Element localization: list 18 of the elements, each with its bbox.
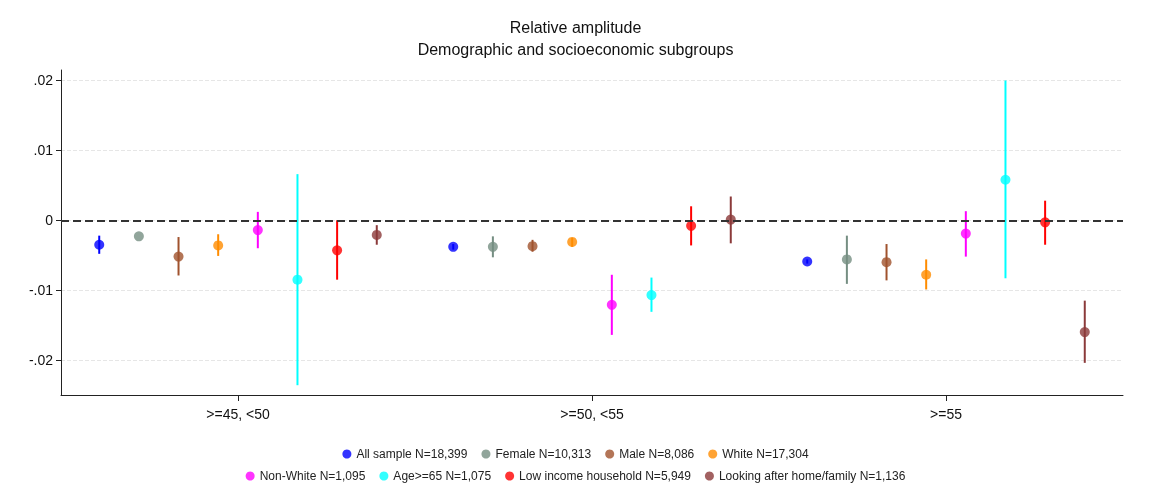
x-tick-label: >=55 [930,406,963,422]
y-tick-label: -.01 [28,282,54,299]
legend-label: Female N=10,313 [495,447,592,461]
legend-label: White N=17,304 [722,447,809,461]
y-tick-label: .01 [33,142,54,159]
legend-label: Male N=8,086 [619,447,695,461]
y-tick-label: -.02 [28,352,54,369]
legend-label: Looking after home/family N=1,136 [718,469,906,483]
x-tick-label: >=50, <55 [560,406,624,422]
y-tick-label: 0 [45,212,54,229]
legend-label: Age>=65 N=1,075 [393,469,492,483]
legend-label: Non-White N=1,095 [259,469,366,483]
chart-title: Relative amplitude [509,18,642,36]
legend-label: All sample N=18,399 [356,447,468,461]
legend-label: Low income household N=5,949 [519,469,692,483]
y-tick-label: .02 [33,72,54,89]
x-tick-label: >=45, <50 [206,406,270,422]
chart-subtitle: Demographic and socioeconomic subgroups [417,40,734,58]
